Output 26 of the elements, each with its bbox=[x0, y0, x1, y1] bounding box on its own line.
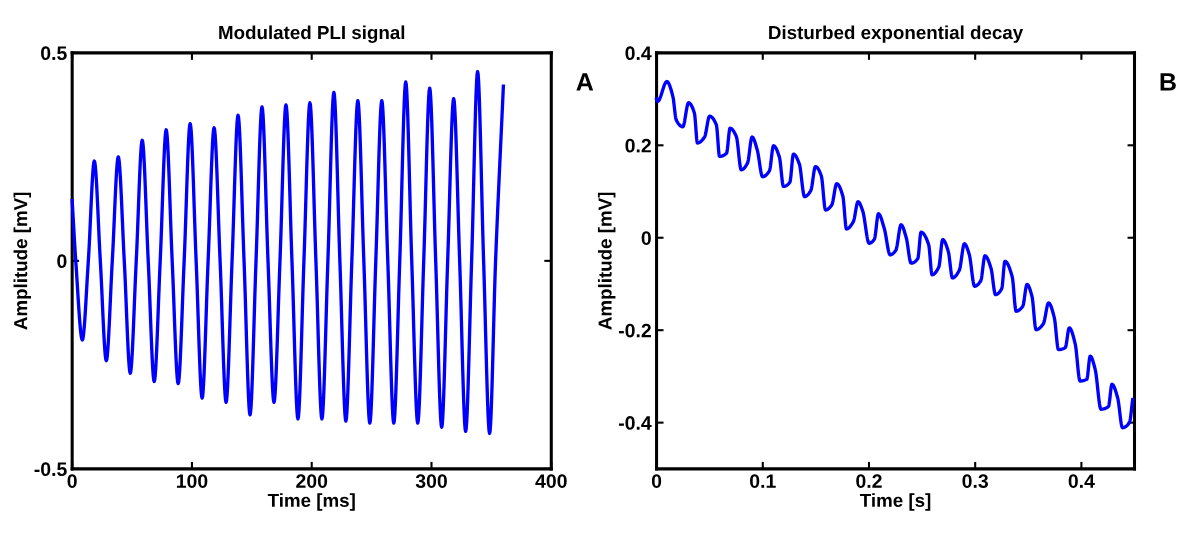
x-tick-label: 0.1 bbox=[750, 474, 776, 488]
y-tick-label: -0.5 bbox=[34, 462, 67, 477]
x-tick-label: 400 bbox=[535, 474, 567, 488]
y-tick-label: 0.2 bbox=[625, 138, 651, 153]
x-tick-label: 200 bbox=[296, 474, 328, 488]
x-axis-title: Time [s] bbox=[859, 493, 931, 511]
chart-title: Disturbed exponential decay bbox=[769, 25, 1024, 43]
y-tick-label: 0 bbox=[641, 231, 651, 245]
x-tick-label: 0 bbox=[67, 474, 77, 488]
y-tick-label: -0.2 bbox=[618, 323, 651, 338]
y-tick-label: 0 bbox=[57, 254, 67, 269]
text: A bbox=[576, 73, 594, 91]
x-tick-label: 0.4 bbox=[1068, 474, 1095, 488]
x-tick-label: 0 bbox=[651, 474, 662, 488]
x-tick-label: 0.2 bbox=[856, 474, 882, 488]
y-tick-label: 0.5 bbox=[41, 46, 67, 61]
x-tick-label: 100 bbox=[176, 474, 208, 488]
x-tick-label: 0.3 bbox=[962, 474, 988, 489]
y-tick-label: -0.4 bbox=[618, 416, 652, 430]
y-axis-title: Amplitude [mV] bbox=[597, 192, 616, 330]
x-tick-label: 300 bbox=[415, 474, 447, 489]
chart-title: Modulated PLI signal bbox=[219, 25, 405, 43]
y-tick-label: 0.4 bbox=[625, 46, 652, 61]
x-axis-title: Time [ms] bbox=[267, 493, 355, 511]
y-axis-title: Amplitude [mV] bbox=[13, 192, 32, 330]
text: B bbox=[1160, 73, 1176, 91]
